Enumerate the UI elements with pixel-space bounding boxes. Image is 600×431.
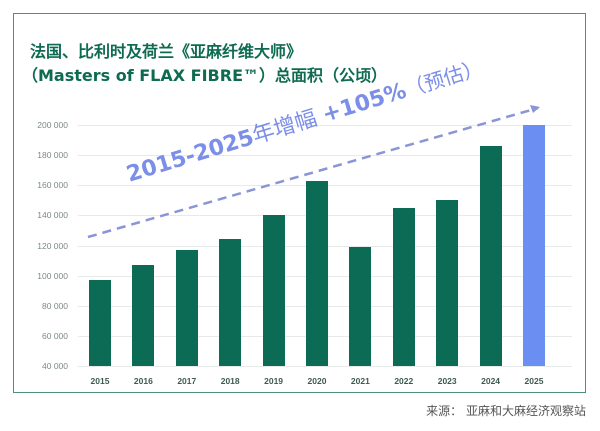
x-tick-label: 2025 bbox=[524, 376, 544, 386]
title-line-1: 法国、比利时及荷兰《亚麻纤维大师》 bbox=[30, 42, 303, 61]
title-line-2: （Masters of FLAX FIBRE™）总面积（公顷） bbox=[22, 66, 387, 85]
x-tick-label: 2017 bbox=[177, 376, 197, 386]
x-tick-label: 2022 bbox=[394, 376, 414, 386]
gridline bbox=[78, 125, 572, 126]
bar-2025 bbox=[523, 125, 545, 366]
bar-2020 bbox=[306, 180, 328, 366]
y-tick-label: 120 000 bbox=[37, 240, 68, 251]
bar-2024 bbox=[479, 146, 502, 366]
source-note: 来源： 亚麻和大麻经济观察站 bbox=[426, 404, 586, 418]
bar-2019 bbox=[262, 215, 285, 366]
bar-2022 bbox=[392, 207, 415, 366]
chart-title: 法国、比利时及荷兰《亚麻纤维大师》 （Masters of FLAX FIBRE… bbox=[22, 40, 387, 88]
x-tick-label: 2024 bbox=[481, 376, 501, 386]
gridline bbox=[78, 155, 572, 157]
x-tick-label: 2016 bbox=[133, 376, 153, 386]
chart-frame bbox=[13, 13, 586, 393]
y-tick-label: 40 000 bbox=[42, 361, 68, 371]
y-tick-label: 80 000 bbox=[42, 300, 68, 311]
gridline bbox=[78, 366, 572, 367]
y-tick-label: 160 000 bbox=[37, 180, 68, 191]
x-tick-label: 2019 bbox=[264, 376, 284, 386]
y-tick-label: 60 000 bbox=[42, 330, 68, 341]
x-tick-label: 2023 bbox=[437, 376, 457, 386]
y-tick-label: 180 000 bbox=[37, 150, 68, 161]
x-tick-label: 2018 bbox=[220, 376, 240, 386]
x-tick-label: 2021 bbox=[350, 376, 370, 386]
bar-2016 bbox=[132, 265, 155, 366]
bar-2021 bbox=[349, 247, 372, 366]
bar-2015 bbox=[89, 280, 111, 366]
y-tick-label: 200 000 bbox=[37, 120, 68, 130]
x-tick-label: 2020 bbox=[307, 376, 327, 386]
x-tick-label: 2015 bbox=[90, 376, 110, 386]
y-tick-label: 100 000 bbox=[37, 270, 68, 281]
bar-2023 bbox=[436, 200, 459, 366]
bar-2018 bbox=[219, 239, 242, 366]
bar-2017 bbox=[175, 250, 198, 366]
y-tick-label: 140 000 bbox=[37, 210, 68, 221]
